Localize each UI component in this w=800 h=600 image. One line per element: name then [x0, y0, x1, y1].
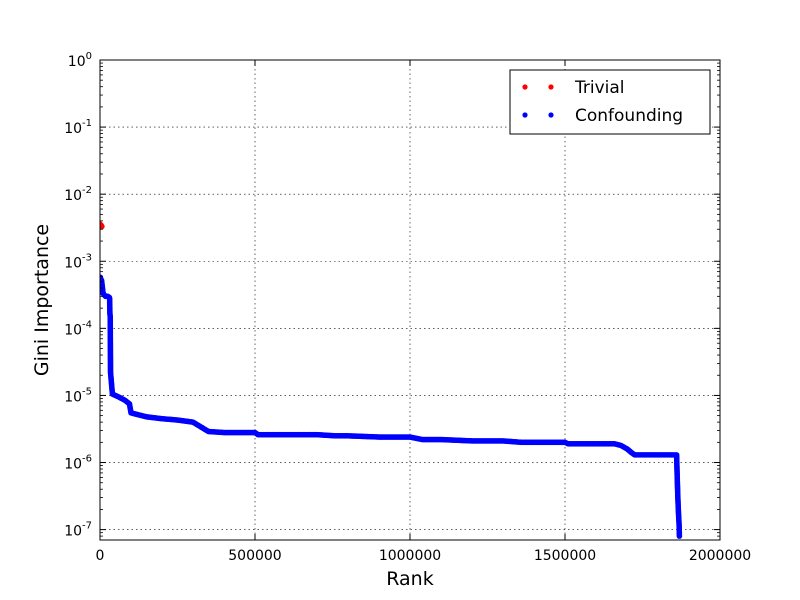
data-point	[676, 533, 683, 539]
x-axis-label: Rank	[386, 568, 433, 590]
y-tick-exponent: -6	[82, 454, 92, 465]
x-tick-label: 0	[96, 548, 105, 564]
y-tick-exponent: -5	[82, 386, 92, 397]
legend-label-confounding: Confounding	[575, 106, 683, 126]
y-tick-label: 10-5	[64, 386, 92, 405]
legend: Trivial Confounding	[509, 69, 711, 135]
y-tick-label: 10-2	[64, 185, 92, 204]
series-confounding	[100, 274, 683, 539]
y-tick-base: 10	[64, 188, 82, 204]
legend-marker-trivial-1	[522, 84, 528, 90]
data-series	[100, 221, 683, 539]
grid-lines	[100, 60, 720, 540]
y-tick-label: 10-7	[64, 521, 92, 540]
x-tick-label: 500000	[228, 548, 281, 564]
y-tick-base: 10	[64, 322, 82, 338]
y-tick-base: 10	[64, 255, 82, 271]
y-tick-base: 10	[64, 121, 82, 137]
legend-marker-confounding-1	[522, 112, 528, 118]
y-tick-base: 10	[64, 457, 82, 473]
y-tick-exponent: -2	[82, 185, 92, 196]
x-tick-label: 1000000	[379, 548, 441, 564]
y-tick-label: 10-6	[64, 454, 92, 473]
y-tick-label: 10-4	[64, 319, 92, 338]
legend-marker-confounding-2	[548, 112, 554, 118]
y-tick-base: 10	[64, 524, 82, 540]
y-tick-label: 10-1	[64, 118, 92, 137]
x-tick-label: 1500000	[534, 548, 596, 564]
x-tick-label: 2000000	[689, 548, 751, 564]
y-tick-base: 10	[68, 54, 86, 70]
legend-box	[509, 69, 711, 135]
y-tick-base: 10	[64, 389, 82, 405]
y-tick-exponent: -4	[82, 319, 92, 330]
y-tick-exponent: -7	[82, 521, 92, 532]
axis-ticks: 0 500000 1000000 1500000 200000010010-110-21…	[64, 51, 751, 564]
y-tick-label: 10-3	[64, 252, 92, 271]
y-tick-exponent: 0	[86, 51, 92, 62]
series-trivial	[100, 221, 105, 230]
data-point	[100, 223, 105, 230]
legend-label-trivial: Trivial	[574, 78, 625, 98]
y-axis-label: Gini Importance	[31, 224, 53, 376]
y-tick-label: 100	[68, 51, 92, 70]
y-tick-exponent: -1	[82, 118, 92, 129]
y-tick-exponent: -3	[82, 252, 92, 263]
legend-marker-trivial-2	[548, 84, 554, 90]
